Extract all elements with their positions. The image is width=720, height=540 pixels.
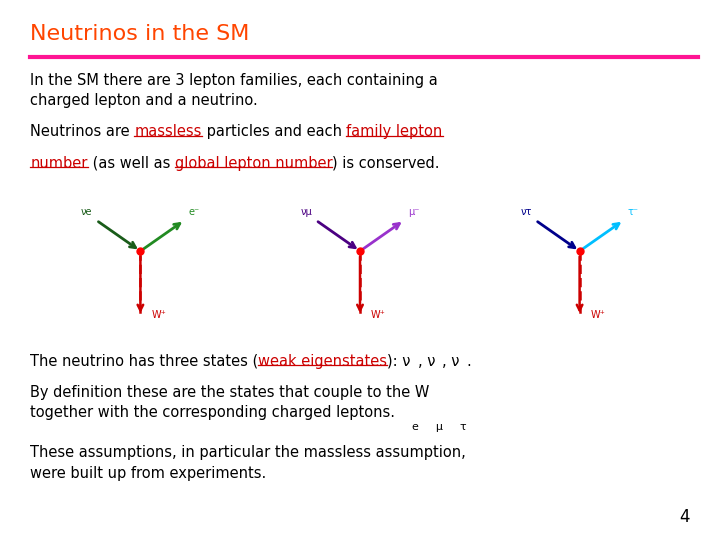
Text: ): ν: ): ν xyxy=(387,354,411,369)
Text: , ν: , ν xyxy=(418,354,436,369)
Text: In the SM there are 3 lepton families, each containing a
charged lepton and a ne: In the SM there are 3 lepton families, e… xyxy=(30,73,438,109)
Text: (as well as: (as well as xyxy=(88,156,175,171)
Text: νμ: νμ xyxy=(300,207,312,218)
Text: These assumptions, in particular the massless assumption,
were built up from exp: These assumptions, in particular the mas… xyxy=(30,446,466,481)
Text: μ⁻: μ⁻ xyxy=(408,207,419,218)
Text: Neutrinos in the SM: Neutrinos in the SM xyxy=(30,24,250,44)
Text: particles and each: particles and each xyxy=(202,124,346,139)
Text: weak eigenstates: weak eigenstates xyxy=(258,354,387,369)
Text: e⁻: e⁻ xyxy=(188,207,199,218)
Text: τ⁻: τ⁻ xyxy=(627,207,639,218)
Text: W⁺: W⁺ xyxy=(151,310,166,321)
Text: νe: νe xyxy=(81,207,93,218)
Text: By definition these are the states that couple to the W
together with the corres: By definition these are the states that … xyxy=(30,385,430,421)
Text: τ: τ xyxy=(460,422,467,432)
Text: W⁺: W⁺ xyxy=(371,310,386,321)
Text: massless: massless xyxy=(135,124,202,139)
Text: μ: μ xyxy=(436,422,442,432)
Text: .: . xyxy=(467,354,472,369)
Text: ντ: ντ xyxy=(521,207,532,218)
Text: e: e xyxy=(411,422,418,432)
Text: global lepton number: global lepton number xyxy=(175,156,332,171)
Text: Neutrinos are: Neutrinos are xyxy=(30,124,135,139)
Text: , ν: , ν xyxy=(442,354,460,369)
Text: number: number xyxy=(30,156,88,171)
Text: 4: 4 xyxy=(679,509,690,526)
Text: The neutrino has three states (: The neutrino has three states ( xyxy=(30,354,258,369)
Text: W⁺: W⁺ xyxy=(590,310,606,321)
Text: ) is conserved.: ) is conserved. xyxy=(332,156,440,171)
Text: family lepton: family lepton xyxy=(346,124,443,139)
